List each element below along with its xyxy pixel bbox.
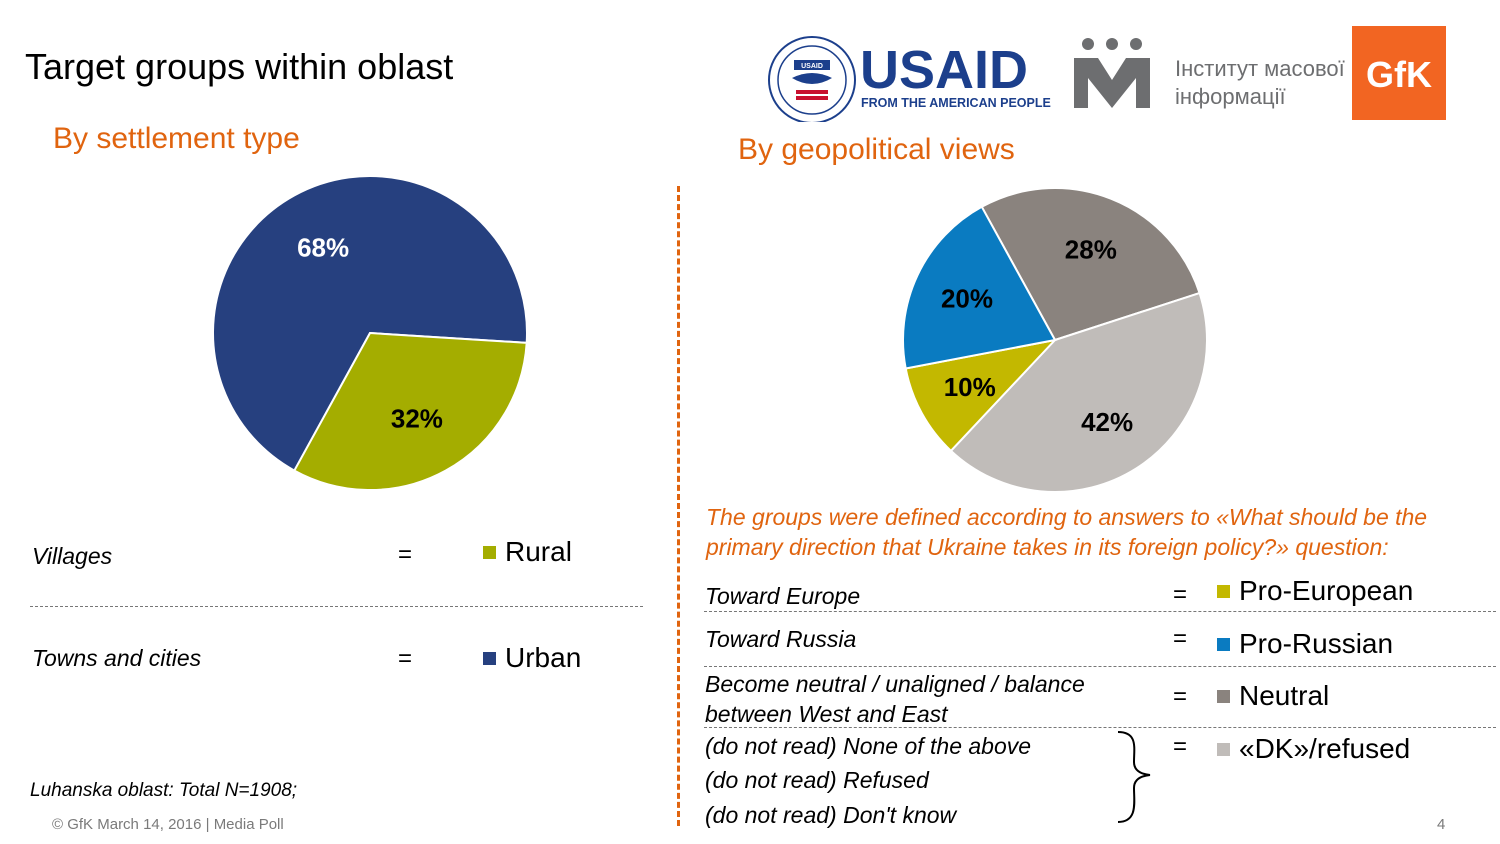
usaid-seal-text: USAID bbox=[801, 63, 823, 70]
equals-sign: = bbox=[1173, 581, 1188, 608]
divider bbox=[704, 727, 1496, 728]
neutral-definition: Become neutral / unaligned / balance bet… bbox=[705, 671, 1085, 727]
legend-pro-european-label: Pro-European bbox=[1239, 575, 1414, 606]
logo-bar: USAID USAID FROM THE AMERICAN PEOPLE Інс… bbox=[768, 26, 1446, 122]
definition-note: The groups were defined according to ans… bbox=[706, 504, 1428, 560]
equals-sign: = bbox=[398, 645, 413, 672]
divider bbox=[704, 666, 1496, 667]
curly-brace-icon bbox=[1117, 731, 1151, 823]
pie-label-urban: 68% bbox=[297, 233, 349, 263]
usaid-seal-logo: USAID bbox=[768, 36, 856, 122]
dk-refused-swatch bbox=[1217, 742, 1230, 756]
toward-europe-definition: Toward Europe bbox=[705, 583, 861, 609]
pie-label-rural: 32% bbox=[391, 403, 443, 433]
right-subtitle: By geopolitical views bbox=[738, 133, 1015, 166]
pie-slice-neutral bbox=[980, 187, 1201, 342]
villages-definition: Villages bbox=[32, 543, 113, 569]
toward-russia-definition: Toward Russia bbox=[705, 626, 857, 652]
equals-sign: = bbox=[1173, 625, 1188, 652]
urban-swatch bbox=[483, 651, 496, 665]
pie-slice-pro-russian bbox=[902, 205, 1057, 370]
equals-sign: = bbox=[1173, 733, 1188, 760]
legend-dk-refused: «DK»/refused bbox=[1217, 733, 1410, 765]
legend-rural: Rural bbox=[483, 536, 572, 568]
usaid-tagline: FROM THE AMERICAN PEOPLE bbox=[861, 96, 1051, 110]
pie-label-dk-refused: 42% bbox=[1081, 407, 1133, 437]
imi-name-line1: Інститут масової bbox=[1175, 56, 1345, 81]
divider bbox=[30, 606, 643, 607]
legend-urban: Urban bbox=[483, 642, 581, 674]
equals-sign: = bbox=[398, 541, 413, 568]
pie-slice-pro-european bbox=[904, 338, 1058, 453]
legend-rural-label: Rural bbox=[505, 536, 572, 567]
legend-dk-refused-label: «DK»/refused bbox=[1239, 733, 1411, 764]
section-divider bbox=[677, 186, 680, 826]
legend-pro-russian: Pro-Russian bbox=[1217, 628, 1393, 660]
pie-slice-urban bbox=[212, 175, 528, 472]
gfk-wordmark: GfK bbox=[1366, 54, 1432, 95]
legend-neutral-label: Neutral bbox=[1239, 680, 1330, 711]
divider bbox=[704, 611, 1496, 612]
towns-definition: Towns and cities bbox=[32, 645, 202, 671]
footer-copyright: © GfK March 14, 2016 | Media Poll bbox=[52, 816, 284, 833]
pie-slice-rural bbox=[293, 331, 528, 491]
imi-logo-icon bbox=[1074, 38, 1150, 108]
pie-slice-dk-refused bbox=[949, 291, 1208, 493]
left-subtitle: By settlement type bbox=[53, 122, 300, 155]
legend-pro-russian-label: Pro-Russian bbox=[1239, 628, 1394, 659]
legend-pro-european: Pro-European bbox=[1217, 575, 1413, 607]
dont-know-option: (do not read) Don't know bbox=[705, 802, 957, 828]
page-number: 4 bbox=[1437, 816, 1446, 833]
neutral-swatch bbox=[1217, 689, 1230, 703]
gfk-logo: GfK bbox=[1352, 26, 1446, 120]
usaid-wordmark: USAID bbox=[860, 40, 1028, 100]
none-of-above-option: (do not read) None of the above bbox=[705, 733, 1032, 759]
rural-swatch bbox=[483, 545, 496, 559]
legend-urban-label: Urban bbox=[505, 642, 582, 673]
sample-note: Luhanska oblast: Total N=1908; bbox=[30, 780, 298, 801]
pie-label-pro-european: 10% bbox=[944, 372, 996, 402]
legend-neutral: Neutral bbox=[1217, 680, 1329, 712]
geopolitical-pie-chart: 28% 42% 10% 20% bbox=[902, 187, 1208, 493]
pie-label-pro-russian: 20% bbox=[941, 284, 993, 314]
pro-european-swatch bbox=[1217, 584, 1230, 598]
pie-label-neutral: 28% bbox=[1065, 235, 1117, 265]
pro-russian-swatch bbox=[1217, 637, 1230, 651]
imi-name-line2: інформації bbox=[1175, 84, 1286, 109]
settlement-pie-chart: 68% 32% bbox=[212, 175, 528, 491]
refused-option: (do not read) Refused bbox=[705, 767, 929, 793]
equals-sign: = bbox=[1173, 683, 1188, 710]
page-title: Target groups within oblast bbox=[25, 46, 454, 87]
